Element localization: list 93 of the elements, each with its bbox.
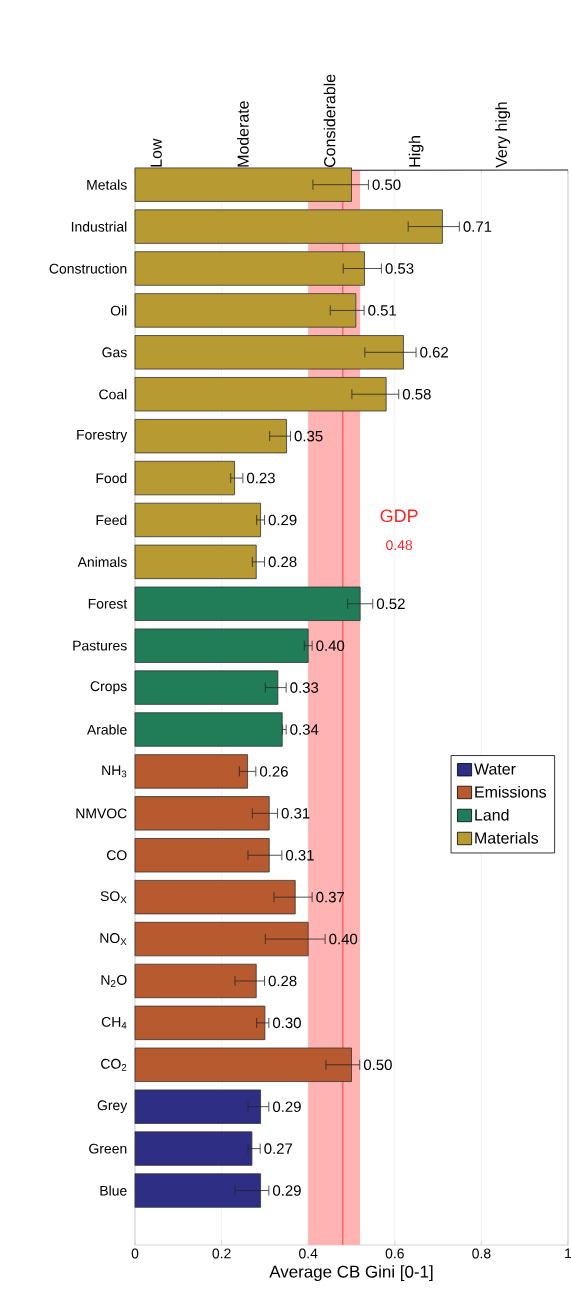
y-tick-label: Feed — [96, 514, 127, 526]
annotation: 0.48 — [386, 540, 413, 551]
data-label: 0.35 — [294, 430, 323, 442]
data-label: 0.26 — [260, 766, 288, 777]
x-tick-label: 0.6 — [385, 1248, 404, 1259]
y-tick-label: Green — [89, 1143, 127, 1154]
y-tick-label: Industrial — [71, 221, 127, 232]
data-label: 0.30 — [273, 1017, 301, 1029]
text: Moderate — [237, 101, 249, 167]
y-tick-label: Construction — [49, 263, 127, 274]
ref-line-label: GDP — [380, 509, 418, 523]
bar — [134, 167, 352, 202]
y-tick-label: Forest — [88, 598, 128, 609]
data-label: 0.52 — [376, 598, 405, 610]
x-axis-title: Average CB Gini [0-1] — [269, 1265, 433, 1282]
bar — [134, 838, 270, 873]
x-tick-label: 0.2 — [212, 1248, 231, 1259]
data-label: 0.29 — [273, 1101, 301, 1112]
data-label: 0.31 — [281, 808, 310, 819]
bar — [134, 335, 404, 370]
data-label: 0.33 — [290, 682, 319, 693]
y-tick-label: CH$_{4}$ — [101, 1016, 127, 1029]
bar — [134, 251, 365, 286]
bar — [134, 712, 283, 747]
text: Low — [150, 138, 162, 167]
data-label: 0.53 — [385, 263, 414, 274]
bar — [134, 460, 235, 496]
x-tick-label: 1 — [565, 1248, 571, 1259]
bar — [134, 1173, 261, 1208]
x-tick-label: 0 — [131, 1248, 139, 1259]
y-tick-label: Arable — [86, 724, 127, 735]
y-tick-label: Blue — [100, 1185, 127, 1196]
data-label: 0.58 — [402, 388, 431, 400]
data-label: 0.71 — [463, 221, 492, 232]
y-tick-label: Gas — [102, 347, 127, 358]
data-label: 0.34 — [290, 724, 319, 735]
bar — [134, 670, 279, 705]
bar — [134, 586, 361, 621]
y-tick-label: Metals — [87, 179, 127, 190]
bar — [134, 377, 387, 412]
bar — [134, 628, 309, 663]
data-label: 0.40 — [329, 933, 358, 945]
text: Considerable — [323, 74, 336, 168]
y-tick-label: SO$_{X}$ — [100, 891, 127, 904]
bar — [134, 754, 248, 789]
bar — [134, 1089, 261, 1124]
data-label: 0.28 — [268, 975, 297, 987]
data-label: 0.29 — [273, 1185, 301, 1196]
legend-label: Emissions — [475, 785, 547, 798]
legend-label: Land — [475, 808, 509, 821]
y-tick-label: NH$_{3}$ — [102, 765, 127, 778]
bar — [134, 209, 443, 244]
data-label: 0.23 — [247, 472, 275, 484]
data-label: 0.62 — [420, 347, 448, 358]
bar — [134, 1047, 352, 1082]
x-tick-label: 0.8 — [472, 1248, 491, 1259]
y-tick-label: Oil — [110, 305, 127, 316]
bar — [134, 796, 270, 831]
bar — [134, 502, 261, 538]
y-tick-label: CO — [107, 850, 127, 861]
data-label: 0.37 — [316, 891, 345, 903]
bar — [134, 293, 357, 328]
y-tick-label: Crops — [90, 681, 127, 694]
x-tick-label: 0.4 — [299, 1248, 318, 1259]
data-label: 0.50 — [363, 1059, 392, 1071]
data-label: 0.40 — [316, 640, 345, 651]
y-tick-label: NMVOC — [76, 808, 127, 819]
data-label: 0.31 — [285, 849, 314, 861]
text: High — [408, 136, 424, 167]
y-tick-label: Pastures — [73, 640, 127, 651]
y-tick-label: NO$_{X}$ — [100, 933, 127, 946]
bar — [134, 544, 257, 580]
y-tick-label: N$_{2}$O — [101, 975, 127, 987]
y-tick-label: Animals — [77, 556, 127, 567]
legend-label: Water — [474, 763, 516, 775]
bar — [134, 1005, 266, 1041]
text: Very high — [495, 102, 511, 168]
data-label: 0.50 — [372, 179, 401, 190]
bar — [134, 879, 296, 915]
bar — [134, 418, 287, 454]
data-label: 0.51 — [368, 305, 397, 316]
bar — [134, 921, 309, 957]
y-tick-label: Grey — [97, 1100, 128, 1114]
y-tick-label: CO$_{2}$ — [101, 1058, 127, 1071]
data-label: 0.28 — [268, 556, 297, 568]
bar — [134, 1131, 253, 1166]
data-label: 0.29 — [268, 514, 297, 526]
legend-label: Materials — [475, 831, 539, 844]
y-tick-label: Forestry — [77, 429, 128, 443]
y-tick-label: Coal — [99, 389, 127, 400]
y-tick-label: Food — [96, 472, 127, 484]
bar — [134, 963, 257, 999]
data-label: 0.27 — [264, 1143, 293, 1154]
